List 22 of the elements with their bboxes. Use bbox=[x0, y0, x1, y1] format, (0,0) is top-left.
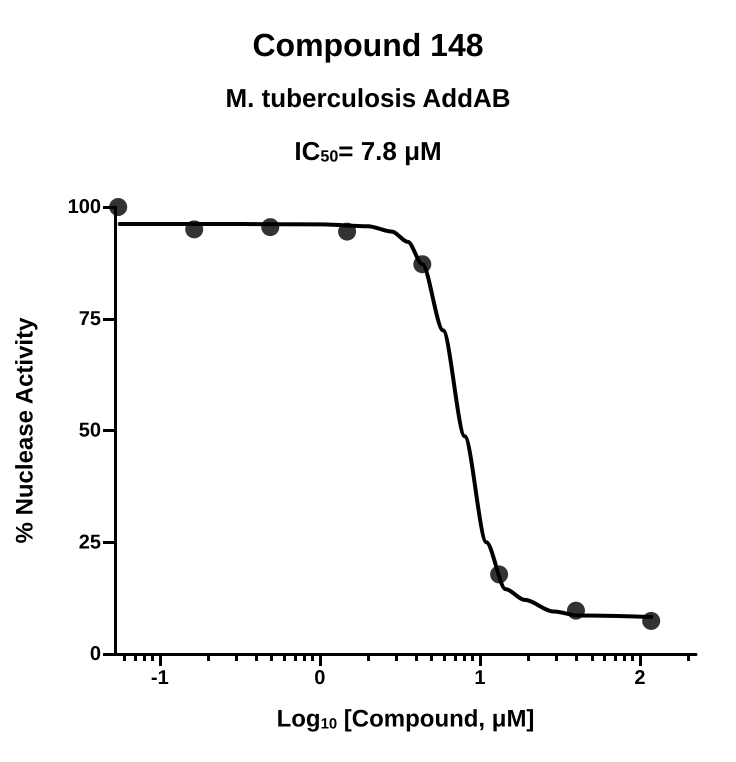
text: IC50= 7.8 μM bbox=[294, 136, 442, 166]
chart-title: Compound 148 bbox=[252, 27, 484, 63]
point bbox=[642, 612, 660, 630]
point bbox=[185, 220, 204, 238]
point bbox=[261, 218, 280, 236]
x-tick-label: -1 bbox=[150, 667, 169, 689]
y-tick-label: 50 bbox=[78, 420, 101, 442]
x-tick-label: 2 bbox=[634, 667, 646, 689]
point bbox=[338, 222, 356, 241]
y-tick-label: 75 bbox=[78, 308, 101, 330]
point bbox=[566, 602, 585, 620]
y-tick-label: 0 bbox=[90, 643, 101, 665]
y-tick-label: 100 bbox=[68, 196, 101, 218]
x-tick-label: 1 bbox=[474, 667, 486, 689]
y-axis-title: % Nuclease Activity bbox=[12, 316, 38, 544]
x-tick-label: 0 bbox=[314, 667, 326, 689]
y-tick-label: 25 bbox=[78, 531, 101, 554]
point bbox=[109, 198, 128, 216]
point bbox=[413, 255, 432, 274]
point bbox=[490, 565, 508, 584]
x-axis-title: Log10 [Compound, μM] bbox=[276, 705, 534, 732]
chart-subtitle: M. tuberculosis AddAB bbox=[225, 83, 511, 113]
